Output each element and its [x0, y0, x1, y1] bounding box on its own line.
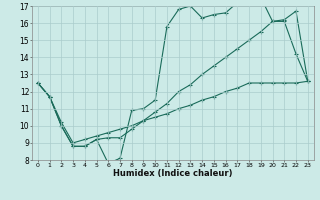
X-axis label: Humidex (Indice chaleur): Humidex (Indice chaleur): [113, 169, 233, 178]
